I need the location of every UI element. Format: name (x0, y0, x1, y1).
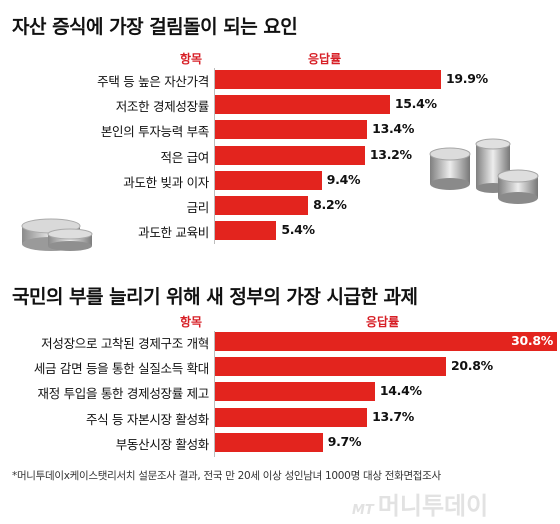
chart1-category-label: 저조한 경제성장률 (115, 99, 210, 115)
chart1-value-label: 19.9% (446, 71, 488, 86)
logo-name: 머니투데이 (377, 492, 489, 520)
chart2-bar (215, 332, 557, 351)
chart2-value-label: 14.4% (379, 383, 422, 399)
chart2-category-header: 항목 (180, 315, 203, 329)
chart2-value-label: 9.7% (327, 433, 362, 449)
chart1-category-header: 항목 (180, 52, 203, 66)
chart1-bar (215, 170, 322, 190)
chart1-bar (215, 120, 368, 140)
chart1-category-label: 금리 (186, 200, 210, 215)
chart2-bar (215, 432, 323, 452)
chart1-value-label: 8.2% (313, 197, 347, 212)
chart1-value-label: 13.2% (369, 146, 412, 162)
chart2-category-label: 저성장으로 고착된 경제구조 개혁 (41, 336, 209, 351)
chart1-category-label: 과도한 빚과 이자 (123, 174, 209, 190)
chart1-bar (215, 95, 390, 115)
chart1-value-label: 13.4% (372, 121, 415, 137)
chart1-title: 자산 증식에 가장 걸림돌이 되는 요인 (12, 16, 298, 38)
chart1-bar (215, 196, 309, 215)
chart2-value-label: 20.8% (450, 358, 493, 374)
chart1-value-header: 응답률 (308, 52, 342, 66)
logo-mark: MT (352, 503, 374, 518)
chart1-bar (215, 70, 441, 89)
publisher-logo: MT 머니투데이 (352, 486, 488, 521)
chart1-value-label: 9.4% (326, 171, 361, 187)
chart1-category-label: 적은 급여 (160, 149, 210, 165)
chart1-value-label: 15.4% (394, 96, 437, 112)
coin-stack-right-image (429, 138, 539, 204)
chart2-bar (215, 407, 368, 427)
chart1-category-label: 과도한 교육비 (138, 225, 209, 241)
chart2-value-label: 30.8% (511, 333, 553, 348)
chart1-axis-line (214, 68, 215, 244)
chart2-value-label: 13.7% (372, 408, 414, 424)
chart2-axis-line (214, 331, 215, 457)
chart2-category-label: 세금 감면 등을 통한 실질소득 확대 (33, 361, 209, 377)
footnote: *머니투데이x케이스탯리서치 설문조사 결과, 전국 만 20세 이상 성인남녀… (12, 470, 441, 482)
chart1-category-label: 본인의 투자능력 부족 (100, 124, 209, 140)
chart2-title: 국민의 부를 늘리기 위해 새 정부의 가장 시급한 과제 (12, 286, 418, 308)
chart2-category-label: 부동산시장 활성화 (115, 436, 210, 452)
chart2-bar (215, 357, 446, 377)
chart2-value-header: 응답률 (366, 315, 400, 329)
chart1-category-label: 주택 등 높은 자산가격 (97, 74, 209, 89)
chart1-bar (215, 221, 277, 241)
coin-stack-left-image (21, 218, 93, 251)
chart2-category-label: 재정 투입을 통한 경제성장률 제고 (37, 386, 210, 402)
chart1-value-label: 5.4% (281, 222, 315, 238)
chart2-category-label: 주식 등 자본시장 활성화 (85, 411, 209, 427)
chart2-bar (215, 382, 375, 402)
chart1-bar (215, 145, 365, 165)
